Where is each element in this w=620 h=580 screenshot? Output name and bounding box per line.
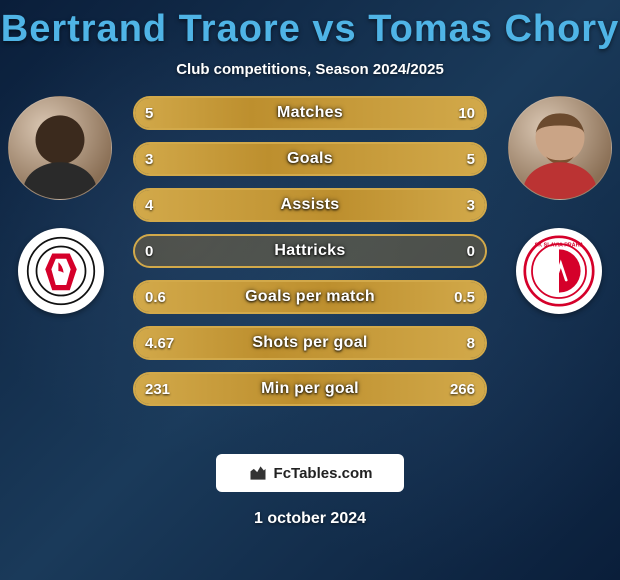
brand-text: FcTables.com (274, 465, 373, 482)
stat-row: 43Assists (135, 190, 485, 220)
stat-bars: 510Matches 35Goals 43Assists 00Hattricks 0.6… (135, 98, 485, 404)
player-left-avatar (8, 96, 112, 200)
stat-row: 510Matches (135, 98, 485, 128)
stat-row: 00Hattricks (135, 236, 485, 266)
page-title: Bertrand Traore vs Tomas Chory (0, 8, 620, 51)
stat-row: 231266Min per goal (135, 374, 485, 404)
comparison-arena: SK SLAVIA PRAHA 510Matches 35Goals 43Assis… (0, 96, 620, 426)
stat-label: Goals per match (135, 282, 485, 312)
stat-label: Min per goal (135, 374, 485, 404)
stat-label: Hattricks (135, 236, 485, 266)
stat-row: 0.60.5Goals per match (135, 282, 485, 312)
subtitle: Club competitions, Season 2024/2025 (0, 61, 620, 78)
svg-text:SK SLAVIA PRAHA: SK SLAVIA PRAHA (535, 243, 584, 249)
brand-chart-icon (248, 463, 268, 483)
club-left-crest (18, 228, 104, 314)
brand-badge: FcTables.com (216, 454, 404, 492)
stat-label: Assists (135, 190, 485, 220)
stat-row: 35Goals (135, 144, 485, 174)
club-right-crest: SK SLAVIA PRAHA (516, 228, 602, 314)
stat-label: Goals (135, 144, 485, 174)
date-label: 1 october 2024 (0, 510, 620, 528)
player-right-avatar (508, 96, 612, 200)
stat-row: 4.678Shots per goal (135, 328, 485, 358)
stat-label: Matches (135, 98, 485, 128)
stat-label: Shots per goal (135, 328, 485, 358)
